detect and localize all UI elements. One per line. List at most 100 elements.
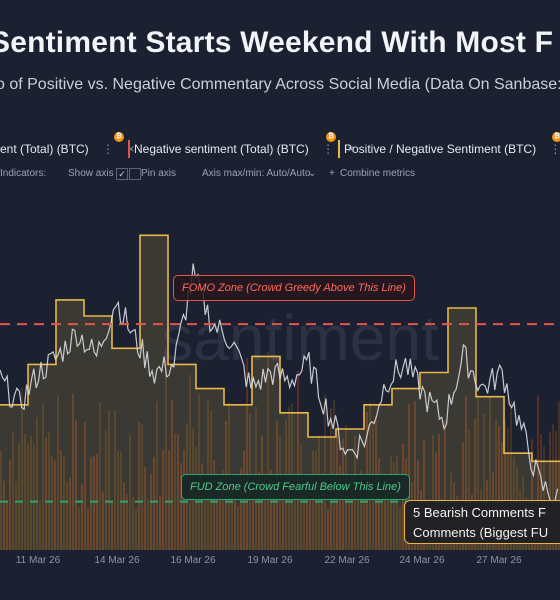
volume-bar bbox=[477, 393, 479, 550]
show-axis-checkbox[interactable]: ✓ bbox=[116, 168, 128, 180]
volume-bar bbox=[258, 471, 260, 550]
volume-bar bbox=[6, 500, 8, 550]
more-options-icon[interactable]: ⋮ bbox=[549, 142, 560, 156]
more-options-icon[interactable]: ⋮ bbox=[102, 142, 115, 156]
sentiment-line bbox=[0, 263, 559, 505]
metric-accent bbox=[128, 140, 130, 158]
x-tick-label: 24 Mar 26 bbox=[399, 555, 445, 566]
volume-bar bbox=[378, 458, 380, 550]
volume-bar bbox=[348, 495, 350, 550]
btc-coin-icon: ₿ bbox=[552, 132, 560, 142]
volume-bar bbox=[27, 443, 29, 550]
volume-bar bbox=[165, 348, 167, 550]
volume-bar bbox=[21, 387, 23, 550]
watermark-text: santiment bbox=[161, 302, 439, 374]
volume-bar bbox=[531, 439, 533, 550]
volume-bar bbox=[18, 442, 20, 550]
fud-zone-label: FUD Zone (Crowd Fearful Below This Line) bbox=[181, 474, 410, 500]
volume-bar bbox=[264, 476, 266, 550]
volume-bar bbox=[153, 457, 155, 550]
volume-bar bbox=[231, 483, 233, 550]
volume-bar bbox=[36, 417, 38, 550]
volume-bar bbox=[42, 403, 44, 550]
volume-bar bbox=[252, 484, 254, 550]
combine-metrics-button[interactable]: Combine metrics bbox=[340, 168, 416, 179]
volume-bar bbox=[474, 418, 476, 550]
volume-bar bbox=[171, 400, 173, 550]
volume-bar bbox=[168, 450, 170, 550]
volume-bar bbox=[123, 482, 125, 550]
volume-bar bbox=[204, 482, 206, 550]
volume-bar bbox=[141, 423, 143, 550]
volume-bar bbox=[234, 494, 236, 550]
volume-bar bbox=[3, 480, 5, 550]
volume-bar bbox=[324, 394, 326, 550]
metric-pill-negative[interactable]: Negative sentiment (Total) (BTC) ⋮ × bbox=[128, 138, 354, 160]
volume-bar bbox=[24, 433, 26, 550]
volume-bar bbox=[321, 473, 323, 550]
volume-bar bbox=[63, 455, 65, 550]
x-tick-label: 19 Mar 26 bbox=[247, 555, 293, 566]
plus-icon[interactable]: + bbox=[329, 168, 335, 179]
more-options-icon[interactable]: ⋮ bbox=[322, 142, 335, 156]
volume-bar bbox=[90, 457, 92, 550]
volume-bar bbox=[135, 508, 137, 550]
volume-bar bbox=[60, 450, 62, 550]
callout-line-2: Comments (Biggest FU bbox=[413, 525, 549, 540]
metric-pill-total[interactable]: ent (Total) (BTC) ⋮ × bbox=[0, 138, 134, 160]
watermark: santiment bbox=[161, 302, 439, 374]
chart-title: Sentiment Starts Weekend With Most F bbox=[0, 26, 554, 59]
volume-bar bbox=[237, 506, 239, 550]
x-tick-label: 11 Mar 26 bbox=[15, 555, 61, 566]
volume-bar bbox=[396, 455, 398, 550]
metric-label-ratio: Positive / Negative Sentiment (BTC) bbox=[344, 142, 537, 156]
pin-axis-option[interactable]: Pin axis bbox=[141, 168, 177, 179]
volume-bar bbox=[150, 473, 152, 550]
volume-bar bbox=[213, 459, 215, 550]
volume-bar bbox=[138, 421, 140, 550]
volume-bar bbox=[93, 455, 95, 550]
volume-bar bbox=[57, 395, 59, 550]
metric-pill-ratio[interactable]: Positive / Negative Sentiment (BTC) ⋮ bbox=[338, 138, 560, 160]
volume-bar bbox=[99, 402, 101, 550]
volume-bar bbox=[147, 500, 149, 550]
axis-maxmin-dropdown[interactable]: Axis max/min: Auto/Auto bbox=[202, 168, 311, 179]
volume-bar bbox=[180, 463, 182, 550]
volume-bar bbox=[30, 436, 32, 550]
chevron-down-icon[interactable]: ⌄ bbox=[308, 168, 317, 179]
volume-bar bbox=[282, 493, 284, 550]
volume-bar bbox=[69, 477, 71, 550]
volume-bar bbox=[219, 479, 221, 550]
volume-bar bbox=[51, 455, 53, 550]
volume-bar bbox=[357, 500, 359, 550]
volume-bar bbox=[297, 370, 299, 550]
pin-axis-checkbox[interactable] bbox=[129, 168, 141, 180]
volume-bar bbox=[552, 424, 554, 550]
volume-bar bbox=[54, 460, 56, 550]
close-icon[interactable]: × bbox=[347, 142, 355, 156]
volume-bar bbox=[162, 450, 164, 550]
volume-bar bbox=[483, 414, 485, 550]
volume-bar bbox=[66, 481, 68, 550]
metric-label-negative: Negative sentiment (Total) (BTC) bbox=[134, 142, 309, 156]
volume-bar bbox=[294, 480, 296, 550]
volume-bar bbox=[198, 394, 200, 550]
indicators-option[interactable]: Indicators: bbox=[0, 168, 47, 179]
close-icon[interactable]: × bbox=[127, 142, 135, 156]
show-axis-option[interactable]: Show axis bbox=[68, 168, 114, 179]
volume-bar bbox=[12, 431, 14, 550]
volume-bar bbox=[384, 483, 386, 550]
x-tick-label: 14 Mar 26 bbox=[94, 555, 140, 566]
volume-bar bbox=[39, 500, 41, 550]
volume-bar bbox=[498, 425, 500, 550]
volume-bar bbox=[360, 470, 362, 550]
volume-bar bbox=[537, 395, 539, 550]
volume-bar bbox=[558, 401, 560, 550]
volume-bar bbox=[33, 444, 35, 550]
volume-bar bbox=[351, 479, 353, 550]
volume-bar bbox=[444, 420, 446, 550]
volume-bar bbox=[270, 469, 272, 550]
volume-bar bbox=[387, 485, 389, 550]
volume-bar bbox=[159, 495, 161, 550]
bearish-callout: 5 Bearish Comments F Comments (Biggest F… bbox=[404, 500, 560, 544]
